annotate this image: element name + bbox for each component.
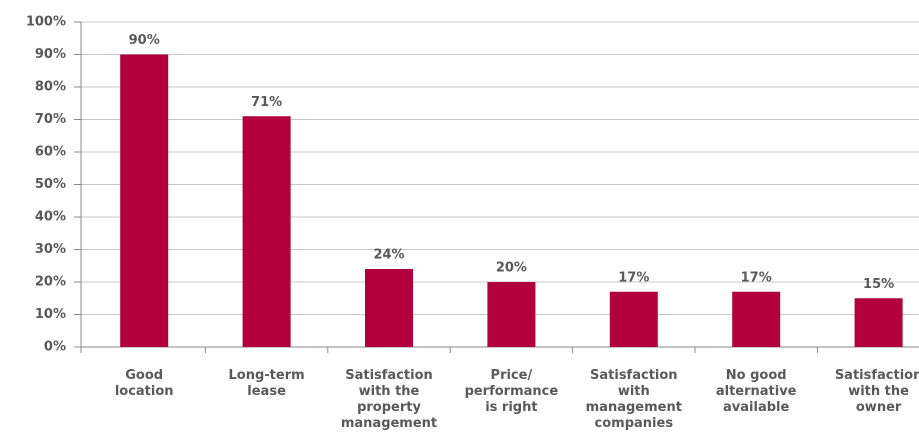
y-tick-label: 80%: [35, 80, 66, 95]
bar: [242, 116, 291, 347]
data-label: 90%: [129, 33, 160, 48]
bar: [854, 298, 903, 347]
bar: [487, 282, 536, 347]
x-tick-label: Price/ performance is right: [464, 368, 559, 415]
y-tick-label: 100%: [26, 15, 66, 30]
y-tick-label: 70%: [35, 112, 66, 127]
x-tick-label: No good alternative available: [715, 368, 797, 415]
x-tick-label: Satisfaction with the owner: [834, 368, 919, 415]
y-tick-label: 50%: [35, 177, 66, 192]
bar: [120, 54, 169, 347]
y-tick-label: 10%: [35, 307, 66, 322]
y-tick-label: 40%: [35, 210, 66, 225]
y-tick-label: 20%: [35, 275, 66, 290]
data-label: 17%: [741, 270, 772, 285]
x-tick-label: Long-term lease: [228, 368, 305, 399]
bar: [609, 291, 658, 347]
data-label: 24%: [373, 248, 404, 263]
x-tick-label: Satisfaction with the property managemen…: [340, 368, 438, 431]
y-tick-label: 30%: [35, 242, 66, 257]
bar: [365, 269, 413, 347]
data-label: 17%: [618, 270, 649, 285]
data-label: 15%: [863, 277, 894, 292]
x-tick-label: Satisfaction with management companies: [585, 368, 682, 431]
x-tick-label: Good location: [114, 368, 174, 399]
data-label: 71%: [251, 95, 282, 110]
y-tick-label: 0%: [44, 340, 66, 355]
y-tick-label: 60%: [35, 145, 66, 160]
data-label: 20%: [496, 261, 527, 276]
y-tick-label: 90%: [35, 47, 66, 62]
bar: [732, 291, 781, 347]
